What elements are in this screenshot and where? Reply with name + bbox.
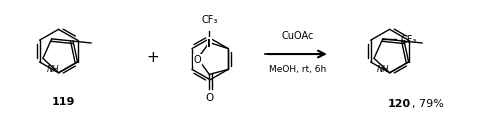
Text: MeOH, rt, 6h: MeOH, rt, 6h — [269, 64, 326, 73]
Text: CF₃: CF₃ — [401, 35, 417, 45]
Text: NH: NH — [377, 65, 390, 74]
Text: CuOAc: CuOAc — [281, 31, 313, 41]
Text: 119: 119 — [52, 97, 75, 106]
Text: +: + — [146, 50, 159, 65]
Text: 120: 120 — [388, 99, 411, 108]
Text: CF₃: CF₃ — [201, 15, 218, 24]
Text: NH: NH — [47, 65, 59, 74]
Text: O: O — [205, 92, 214, 102]
Text: , 79%: , 79% — [412, 99, 444, 108]
Text: I: I — [208, 38, 211, 48]
Text: O: O — [194, 55, 202, 65]
